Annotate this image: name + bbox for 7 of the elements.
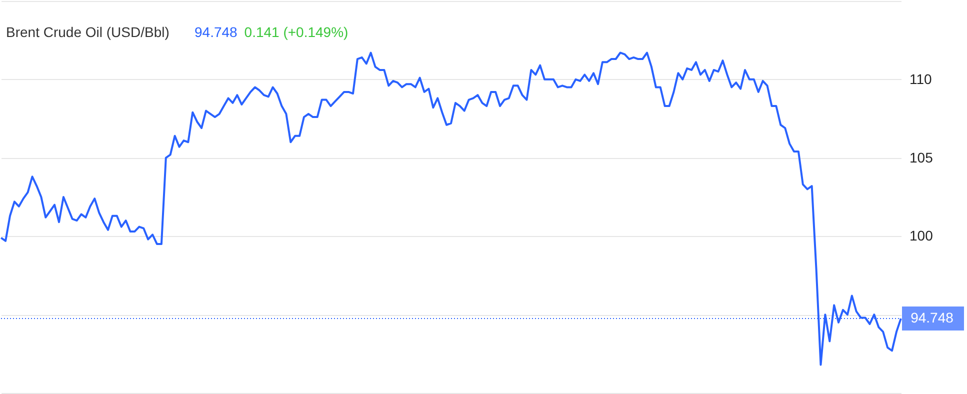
annotation: 0.141 (+0.149%) [244, 24, 348, 40]
y-tick-label: 100 [910, 228, 934, 244]
y-tick-label: 105 [910, 149, 934, 166]
text: Brent Crude Oil (USD/Bbl) [6, 24, 170, 40]
y-tick-label: 110 [910, 70, 932, 87]
annotation: 94.748 [194, 24, 238, 40]
ref-line-label: 94.748 [910, 310, 954, 326]
